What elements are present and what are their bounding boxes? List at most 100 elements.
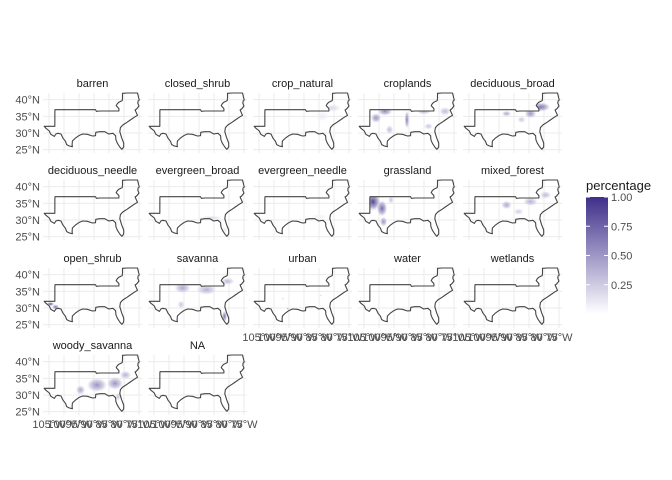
fill-patch <box>119 370 132 380</box>
region-outline <box>463 267 560 325</box>
facet-panel-grassland: grassland <box>358 165 457 240</box>
fill-patch <box>314 111 330 122</box>
y-tick-label: 40°N <box>15 357 40 369</box>
y-tick-label: 25°N <box>15 232 40 244</box>
facet-grid <box>148 355 247 415</box>
x-tick-label: 90°W <box>290 332 318 344</box>
fill-patch <box>439 107 451 116</box>
x-tick-label: 95°W <box>485 332 513 344</box>
x-tick-label: 100°W <box>152 419 186 431</box>
region-outline <box>253 267 350 325</box>
legend: percentage 1.00 0.75 0.50 0.25 <box>586 178 651 314</box>
x-tick-label: 80°W <box>530 332 558 344</box>
facet-panel-mixed_forest: mixed_forest <box>463 165 562 240</box>
facet-grid <box>253 180 352 240</box>
y-tick-label: 30°N <box>15 128 40 140</box>
fill-patch <box>385 125 394 135</box>
x-tick-label: 90°W <box>500 332 528 344</box>
x-tick-label: 95°W <box>170 419 198 431</box>
fill-patch <box>517 116 526 123</box>
fill-patch <box>424 123 433 130</box>
fill-patch <box>388 196 394 204</box>
legend-tick-label: 0.25 <box>611 280 632 292</box>
facet-label-water: water <box>393 253 421 265</box>
fill-patch <box>377 107 393 116</box>
fill-patch <box>75 385 86 395</box>
fill-patch <box>539 191 552 199</box>
facet-grid <box>253 93 352 153</box>
fill-patch <box>310 214 328 220</box>
x-tick-label: 80°W <box>110 419 138 431</box>
x-tick-label: 95°W <box>380 332 408 344</box>
facet-label-mixed_forest: mixed_forest <box>481 165 544 177</box>
facet-label-deciduous_needle: deciduous_needle <box>48 165 137 177</box>
facet-grid <box>148 93 247 153</box>
fill-patch <box>196 284 217 295</box>
x-tick-label: 75°W <box>440 332 468 344</box>
y-tick-label: 40°N <box>15 270 40 282</box>
y-tick-label: 30°N <box>15 390 40 402</box>
x-tick-label: 90°W <box>185 419 213 431</box>
facet-label-grassland: grassland <box>384 165 432 177</box>
fill-patch <box>106 376 124 391</box>
facet-fill-deciduous_broad <box>501 102 551 123</box>
y-tick-label: 30°N <box>15 303 40 315</box>
facet-label-closed_shrub: closed_shrub <box>165 78 230 90</box>
facet-grid <box>463 93 562 153</box>
fill-patch <box>86 377 108 393</box>
region-outline <box>253 92 350 150</box>
legend-title: percentage <box>586 178 651 193</box>
region-outline <box>253 179 350 237</box>
facet-label-evergreen_needle: evergreen_needle <box>258 165 347 177</box>
y-tick-label: 30°N <box>15 215 40 227</box>
facet-panel-crop_natural: crop_natural <box>253 78 352 153</box>
x-tick-label: 95°W <box>275 332 303 344</box>
facet-fill-urban <box>281 294 322 310</box>
facet-label-NA: NA <box>190 340 206 352</box>
fill-patch <box>115 392 121 401</box>
fill-patch <box>286 307 289 310</box>
facet-grid <box>148 180 247 240</box>
y-tick-label: 35°N <box>15 111 40 123</box>
legend-tick-label: 1.00 <box>611 192 632 204</box>
y-tick-label: 25°N <box>15 407 40 419</box>
x-tick-label: 100°W <box>467 332 501 344</box>
region-outline <box>358 179 455 237</box>
facet-grid <box>463 180 562 240</box>
region-outline <box>43 267 140 325</box>
y-tick-label: 35°N <box>15 373 40 385</box>
x-tick-label: 105°W <box>32 419 66 431</box>
y-tick-label: 40°N <box>15 182 40 194</box>
fill-patch <box>404 110 410 129</box>
facet-fill-woody_savanna <box>75 370 132 401</box>
facet-label-open_shrub: open_shrub <box>63 253 121 265</box>
facet-grid <box>148 268 247 328</box>
x-tick-label: 85°W <box>410 332 438 344</box>
facet-fill-crop_natural <box>314 104 342 122</box>
x-tick-label: 80°W <box>320 332 348 344</box>
region-outline <box>148 92 245 150</box>
facet-label-croplands: croplands <box>384 78 432 90</box>
fill-patch <box>501 110 512 117</box>
legend-tick-label: 0.75 <box>611 221 632 233</box>
x-tick-label: 80°W <box>215 419 243 431</box>
fill-patch <box>531 102 551 112</box>
fill-patch <box>376 200 388 217</box>
fill-patch <box>501 200 512 210</box>
x-tick-label: 85°W <box>95 419 123 431</box>
facet-fill-evergreen_needle <box>310 214 328 220</box>
x-tick-label: 85°W <box>200 419 228 431</box>
x-tick-label: 105°W <box>347 332 381 344</box>
facet-panel-deciduous_needle: deciduous_needle 40°N 35°N 30°N 25°N <box>15 165 142 244</box>
region-outline <box>43 92 140 150</box>
fill-patch <box>177 300 185 309</box>
facet-label-deciduous_broad: deciduous_broad <box>470 78 554 90</box>
facet-grid <box>358 268 457 328</box>
facet-panel-open_shrub: open_shrub 40°N 35°N 30°N 25°N <box>15 253 142 332</box>
facet-panel-woody_savanna: woody_savanna 40°N 35°N 30°N 25°N105°W100°W9… <box>15 340 153 431</box>
region-outline <box>358 92 455 150</box>
x-tick-label: 85°W <box>515 332 543 344</box>
fill-patch <box>281 297 285 300</box>
